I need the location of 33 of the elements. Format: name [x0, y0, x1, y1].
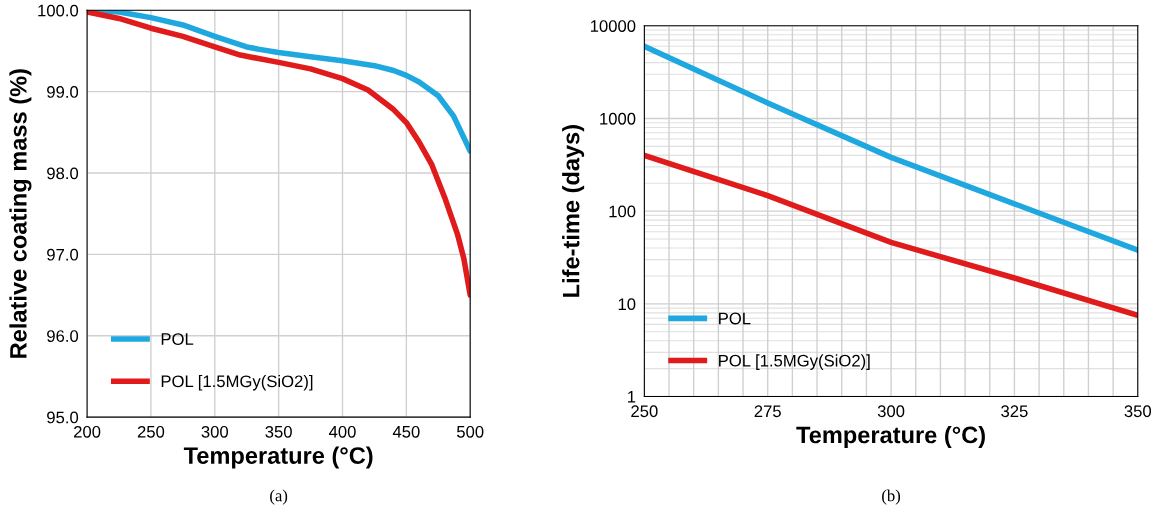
x-tick-label: 350 [1124, 405, 1152, 418]
x-tick-label: 450 [392, 425, 420, 438]
x-axis-title: Temperature (°C) [796, 425, 985, 448]
y-tick-label: 100.0 [38, 4, 79, 17]
x-tick-label: 250 [631, 405, 658, 418]
x-axis-title: Temperature (°C) [183, 446, 373, 469]
y-axis-title: Relative coating mass (%) [9, 69, 32, 358]
y-tick-label: 100 [609, 205, 636, 218]
text: (b) [882, 489, 901, 505]
x-tick-label: 325 [1001, 405, 1028, 418]
y-tick-label: 98.0 [47, 167, 79, 180]
legend-label: POL [1.5MGy(SiO2)] [161, 374, 313, 391]
y-tick-label: 1 [628, 391, 636, 403]
x-tick-label: 275 [754, 405, 781, 418]
y-tick-label: 10000 [590, 20, 636, 32]
y-tick-label: 96.0 [47, 330, 79, 342]
x-tick-label: 350 [265, 425, 292, 438]
y-axis-title: Life-time (days) [562, 125, 585, 297]
x-tick-label: 300 [877, 405, 905, 418]
legend-label: POL [1.5MGy(SiO2)] [719, 354, 870, 370]
x-tick-label: 300 [201, 425, 229, 438]
x-tick-label: 400 [328, 425, 356, 438]
x-tick-label: 200 [74, 425, 101, 438]
legend-label: POL [719, 312, 751, 325]
legend-label: POL [161, 333, 194, 345]
y-tick-label: 95.0 [47, 411, 79, 424]
y-tick-label: 1000 [600, 112, 636, 125]
text: (a) [270, 489, 288, 505]
y-tick-label: 97.0 [47, 248, 79, 261]
x-tick-label: 250 [137, 425, 165, 438]
y-tick-label: 10 [618, 298, 636, 311]
y-tick-label: 99.0 [47, 86, 79, 98]
x-tick-label: 500 [456, 425, 484, 438]
